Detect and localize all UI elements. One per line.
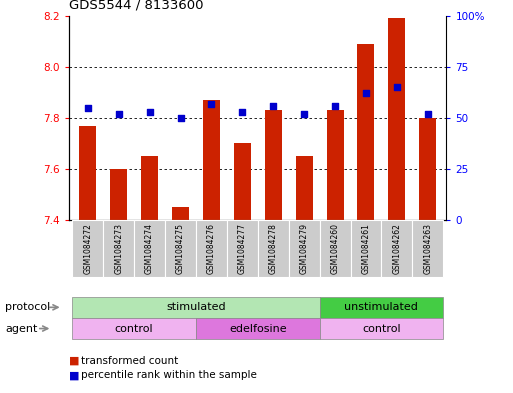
Text: GSM1084272: GSM1084272	[83, 223, 92, 274]
Point	[269, 103, 278, 109]
Text: agent: agent	[5, 323, 37, 334]
Text: GSM1084263: GSM1084263	[423, 223, 432, 274]
Text: GSM1084275: GSM1084275	[176, 223, 185, 274]
Text: control: control	[115, 323, 153, 334]
Bar	[358, 44, 374, 220]
Bar	[203, 100, 220, 220]
Point	[114, 111, 123, 117]
Text: edelfosine: edelfosine	[229, 323, 287, 334]
Point	[146, 108, 154, 115]
Bar	[80, 125, 96, 220]
Text: control: control	[362, 323, 401, 334]
Bar	[295, 156, 312, 220]
Point	[424, 111, 432, 117]
Bar	[327, 110, 344, 220]
Text: GDS5544 / 8133600: GDS5544 / 8133600	[69, 0, 204, 12]
Point	[331, 103, 339, 109]
Bar	[265, 110, 282, 220]
Bar	[110, 169, 127, 220]
Bar	[141, 156, 158, 220]
Bar	[234, 143, 251, 220]
Text: percentile rank within the sample: percentile rank within the sample	[81, 370, 257, 380]
Text: GSM1084262: GSM1084262	[392, 223, 401, 274]
Point	[176, 115, 185, 121]
Text: stimulated: stimulated	[166, 302, 226, 312]
Text: ■: ■	[69, 370, 80, 380]
Point	[393, 84, 401, 90]
Point	[84, 105, 92, 111]
Point	[238, 108, 246, 115]
Text: protocol: protocol	[5, 302, 50, 312]
Point	[362, 90, 370, 97]
Bar	[419, 118, 436, 220]
Text: ■: ■	[69, 356, 80, 366]
Point	[207, 101, 215, 107]
Text: GSM1084279: GSM1084279	[300, 223, 309, 274]
Text: GSM1084276: GSM1084276	[207, 223, 216, 274]
Text: GSM1084277: GSM1084277	[238, 223, 247, 274]
Text: GSM1084260: GSM1084260	[330, 223, 340, 274]
Text: GSM1084278: GSM1084278	[269, 223, 278, 274]
Text: GSM1084273: GSM1084273	[114, 223, 123, 274]
Text: unstimulated: unstimulated	[344, 302, 418, 312]
Text: GSM1084261: GSM1084261	[362, 223, 370, 274]
Bar	[172, 207, 189, 220]
Text: GSM1084274: GSM1084274	[145, 223, 154, 274]
Bar	[388, 18, 405, 220]
Point	[300, 111, 308, 117]
Text: transformed count: transformed count	[81, 356, 179, 366]
